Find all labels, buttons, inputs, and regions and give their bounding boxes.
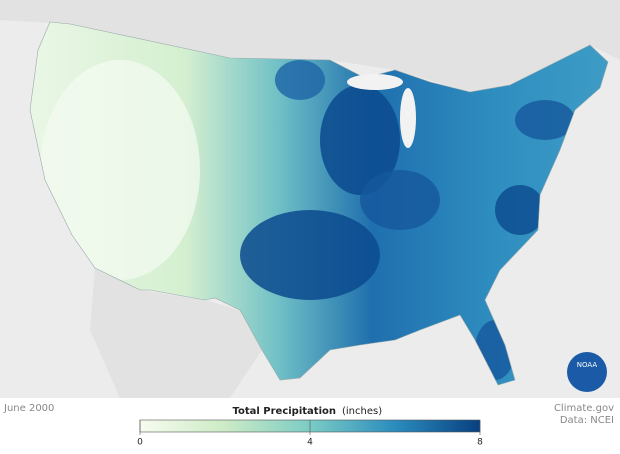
logo-circle	[567, 352, 607, 392]
blob	[320, 85, 400, 195]
blob	[495, 185, 545, 235]
logo-text: NOAA	[577, 361, 598, 369]
lake-michigan	[400, 88, 416, 148]
lake-superior	[347, 74, 403, 90]
legend-unit: (inches)	[342, 406, 382, 417]
colorbar-tick-label: 8	[477, 438, 483, 448]
legend-title: Total Precipitation	[232, 406, 336, 417]
blob	[40, 60, 200, 280]
blob	[360, 170, 440, 230]
canada	[0, 0, 620, 92]
date: June 2000	[3, 403, 54, 414]
blob	[240, 210, 380, 300]
colorbar-tick-label: 4	[307, 438, 313, 448]
colorbar-tick-label: 0	[137, 438, 143, 448]
mexico	[90, 268, 262, 398]
credit: Climate.gov	[554, 403, 614, 414]
noaa-logo: NOAA	[567, 352, 607, 392]
blob	[275, 60, 325, 100]
source: Data: NCEI	[560, 415, 614, 426]
blob	[515, 100, 575, 140]
